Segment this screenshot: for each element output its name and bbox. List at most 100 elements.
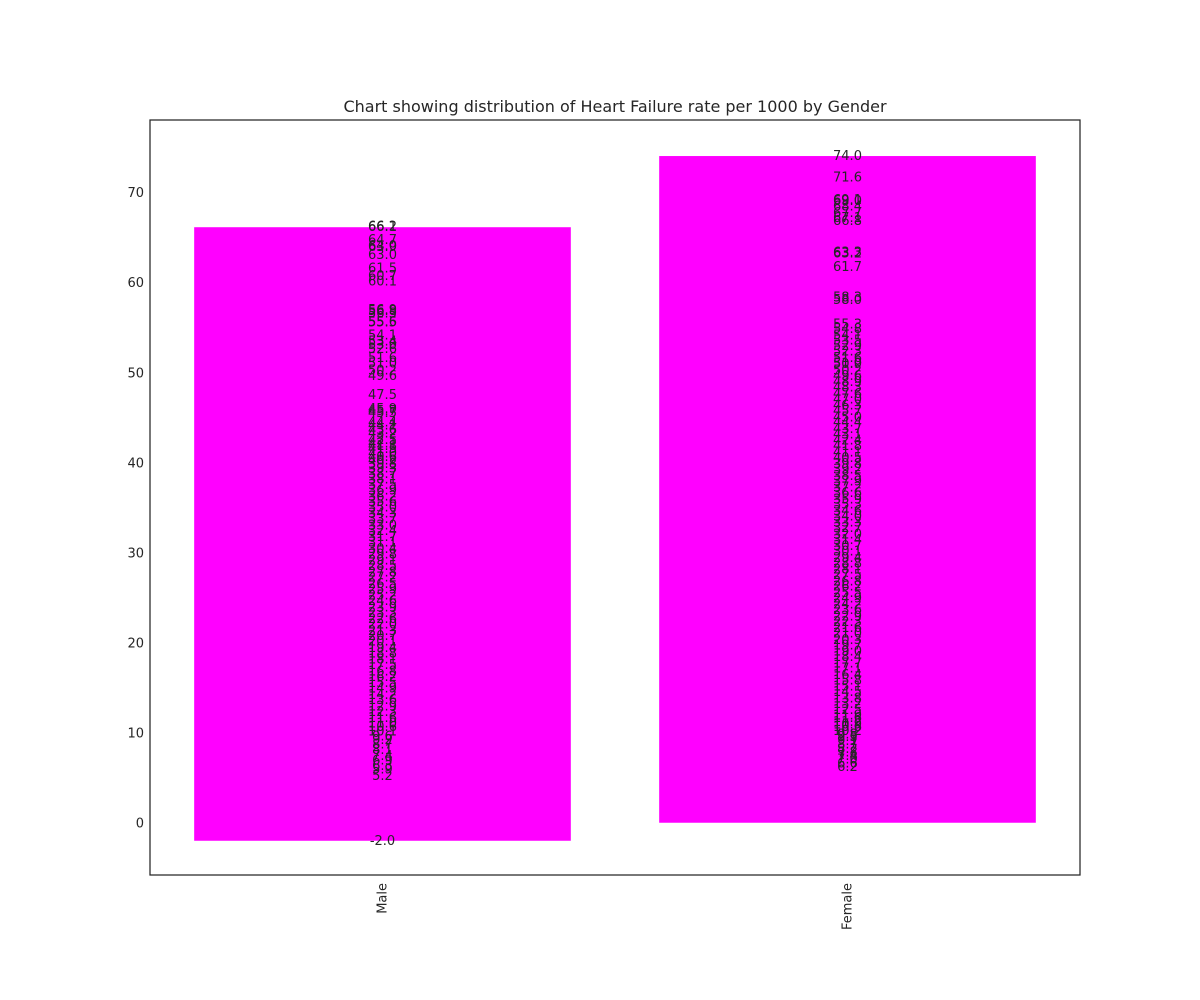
bar-value-label: 23.6 (833, 603, 862, 618)
y-tick-label: 70 (127, 186, 144, 201)
bar-value-label: 36.2 (368, 490, 397, 505)
bar-value-label: 43.6 (368, 423, 397, 438)
bar-value-label: 42.5 (368, 433, 397, 448)
bar-value-label: 35.6 (368, 495, 397, 510)
bar-value-label: 58.0 (833, 293, 862, 308)
bar-value-label: 27.5 (833, 568, 862, 583)
bar-value-label: 10.1 (368, 725, 397, 740)
bar-value-label: 22.9 (833, 609, 862, 624)
bar-value-label: 63.3 (833, 245, 862, 260)
bar-value-label: 50.9 (833, 357, 862, 372)
bar-value-label: 13.6 (368, 693, 397, 708)
bar-value-label: 19.4 (368, 641, 397, 656)
bar-value-label: 34.0 (833, 509, 862, 524)
bar-value-label: 5.9 (372, 763, 393, 778)
bar-value-label: 67.1 (833, 211, 862, 226)
bar-value-label: 10.6 (368, 720, 397, 735)
plot-frame (149, 119, 1081, 876)
bar-value-label: 39.2 (833, 463, 862, 478)
bar-value-label: 8.1 (372, 743, 393, 758)
bar-value-label: 30.1 (833, 545, 862, 560)
x-axis-ticks: Male Female (376, 883, 856, 930)
bar-value-label: 33.0 (368, 518, 397, 533)
bar-value-label: 16.8 (368, 664, 397, 679)
bar-value-label: 66.2 (368, 219, 397, 234)
bar-value-label: 36.6 (833, 486, 862, 501)
bar-value-label: 27.8 (368, 565, 397, 580)
bar-value-label: 28.1 (833, 563, 862, 578)
bar-male (194, 227, 571, 841)
bar-value-label: 58.3 (833, 290, 862, 305)
bar-value-label: 28.8 (833, 556, 862, 571)
bar-value-label: 26.8 (833, 574, 862, 589)
bar-value-label: 20.3 (833, 633, 862, 648)
bar-value-label: 54.1 (833, 328, 862, 343)
bar-value-label: 41.8 (833, 439, 862, 454)
bar-value-label: 40.2 (368, 454, 397, 469)
bar-value-label: 8.2 (837, 742, 858, 757)
bar-value-label: 10.9 (833, 718, 862, 733)
bar-value-label: 10.6 (833, 720, 862, 735)
bar-value-label: 31.1 (368, 536, 397, 551)
bar-value-label: 53.5 (833, 334, 862, 349)
bar-value-label: 17.5 (368, 658, 397, 673)
bar-value-label: 51.0 (368, 356, 397, 371)
bar-value-label: 16.4 (833, 668, 862, 683)
bar-value-label: 35.3 (833, 498, 862, 513)
bar-value-label: 52.9 (833, 339, 862, 354)
bar-female (659, 156, 1036, 823)
bar-value-label: 19.0 (833, 645, 862, 660)
bar-value-label: 14.9 (368, 682, 397, 697)
bar-value-label: 21.6 (833, 621, 862, 636)
bar-value-label: 41.5 (368, 442, 397, 457)
bar-value-label: 17.1 (833, 662, 862, 677)
bar-value-label: 11.9 (833, 709, 862, 724)
y-axis-ticks: 0 10 20 30 40 50 60 70 (127, 186, 144, 832)
bar-value-label: 45.5 (368, 406, 397, 421)
y-tick-label: 0 (136, 817, 144, 832)
bar-value-label: 66.1 (368, 220, 397, 235)
bar-value-label: 8.7 (372, 737, 393, 752)
bar-value-label: 48.9 (833, 375, 862, 390)
y-tick-label: 60 (127, 276, 144, 291)
bar-value-label: 20.1 (368, 635, 397, 650)
bar-value-label: 16.2 (368, 670, 397, 685)
bar-value-label: 22.3 (833, 615, 862, 630)
bar-value-label: 29.8 (368, 547, 397, 562)
bar-value-label: 53.0 (368, 338, 397, 353)
bar-value-label: 36.9 (368, 483, 397, 498)
bar-value-label: 50.2 (368, 363, 397, 378)
bar-value-label: 56.5 (368, 307, 397, 322)
bar-value-label: 13.8 (833, 691, 862, 706)
bar-value-label: 15.8 (833, 673, 862, 688)
bar-value-label: 52.3 (833, 345, 862, 360)
bar-value-label: 41.0 (368, 446, 397, 461)
bar-value-label: 24.9 (833, 591, 862, 606)
bar-value-label: 11.6 (368, 711, 397, 726)
bar-value-label: 60.1 (368, 274, 397, 289)
bar-value-label: 18.1 (368, 653, 397, 668)
bar-value-label: 15.5 (368, 676, 397, 691)
x-tick-label: Female (841, 883, 856, 930)
bar-value-label: 17.7 (833, 656, 862, 671)
bar-value-label: 9.1 (837, 734, 858, 749)
bar-value-label: 63.2 (833, 246, 862, 261)
bar-value-label: 15.1 (833, 680, 862, 695)
bar-value-label: 24.6 (368, 594, 397, 609)
bar-value-label: 9.2 (372, 733, 393, 748)
bar-value-label: 63.9 (368, 240, 397, 255)
bar-value-label: 22.6 (368, 612, 397, 627)
bar-value-label: 19.7 (833, 638, 862, 653)
bar-value-label: 39.8 (368, 457, 397, 472)
bar-value-label: 55.6 (368, 315, 397, 330)
point-labels: 66.166.264.764.063.963.061.560.760.1 56.8… (368, 149, 862, 849)
bar-value-label: 25.9 (368, 582, 397, 597)
bar-value-label: 31.4 (833, 533, 862, 548)
bar-value-label: 35.9 (833, 492, 862, 507)
bar-value-label: 37.5 (368, 478, 397, 493)
bar-value-label: 33.7 (368, 512, 397, 527)
bar-value-label: 14.2 (368, 688, 397, 703)
bar-value-label: 41.1 (833, 445, 862, 460)
bar-value-label: 7.0 (837, 753, 858, 768)
bar-value-label: 66.8 (833, 214, 862, 229)
